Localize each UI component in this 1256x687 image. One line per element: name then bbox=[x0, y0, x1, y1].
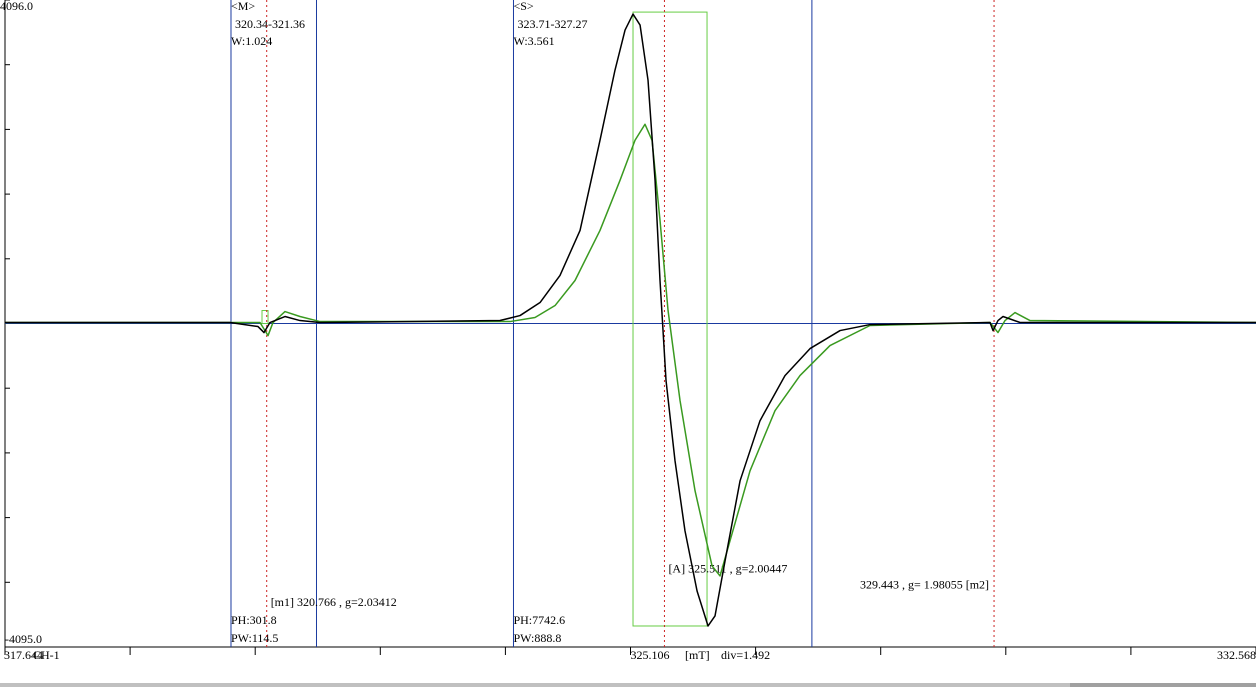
marker-label: [A] 325.511 , g=2.00447 bbox=[668, 562, 787, 576]
marker-label: 329.443 , g= 1.98055 [m2] bbox=[860, 578, 989, 592]
region-pw: PW:888.8 bbox=[513, 631, 561, 645]
region-width: W:1.024 bbox=[231, 34, 272, 48]
series-line bbox=[5, 13, 1256, 627]
region-width: W:3.561 bbox=[513, 34, 554, 48]
x-unit: [mT] bbox=[685, 648, 710, 662]
marker-label: [m1] 320.766 , g=2.03412 bbox=[271, 595, 397, 609]
region-pw: PW:114.5 bbox=[231, 631, 278, 645]
channel-label: CH-1 bbox=[33, 648, 60, 662]
status-strip bbox=[0, 683, 1256, 687]
x-tick-label: 332.568 bbox=[1217, 648, 1256, 662]
peak-box bbox=[632, 11, 708, 627]
region-range: 320.34-321.36 bbox=[235, 17, 305, 31]
y-tick-label: 4096.0 bbox=[0, 0, 33, 13]
status-buttons bbox=[1070, 683, 1256, 687]
region-tag: <S> bbox=[513, 0, 533, 13]
region-range: 323.71-327.27 bbox=[517, 17, 587, 31]
y-tick-label: -4095.0 bbox=[5, 632, 42, 646]
x-tick-label: 325.106 bbox=[631, 648, 670, 662]
region-ph: PH:7742.6 bbox=[513, 613, 565, 627]
region-tag: <M> bbox=[231, 0, 255, 13]
division-label: div=1.492 bbox=[721, 648, 770, 662]
region-ph: PH:301.8 bbox=[231, 613, 277, 627]
peak-box bbox=[261, 310, 269, 325]
x-tick-label: 317.644 bbox=[4, 648, 43, 662]
